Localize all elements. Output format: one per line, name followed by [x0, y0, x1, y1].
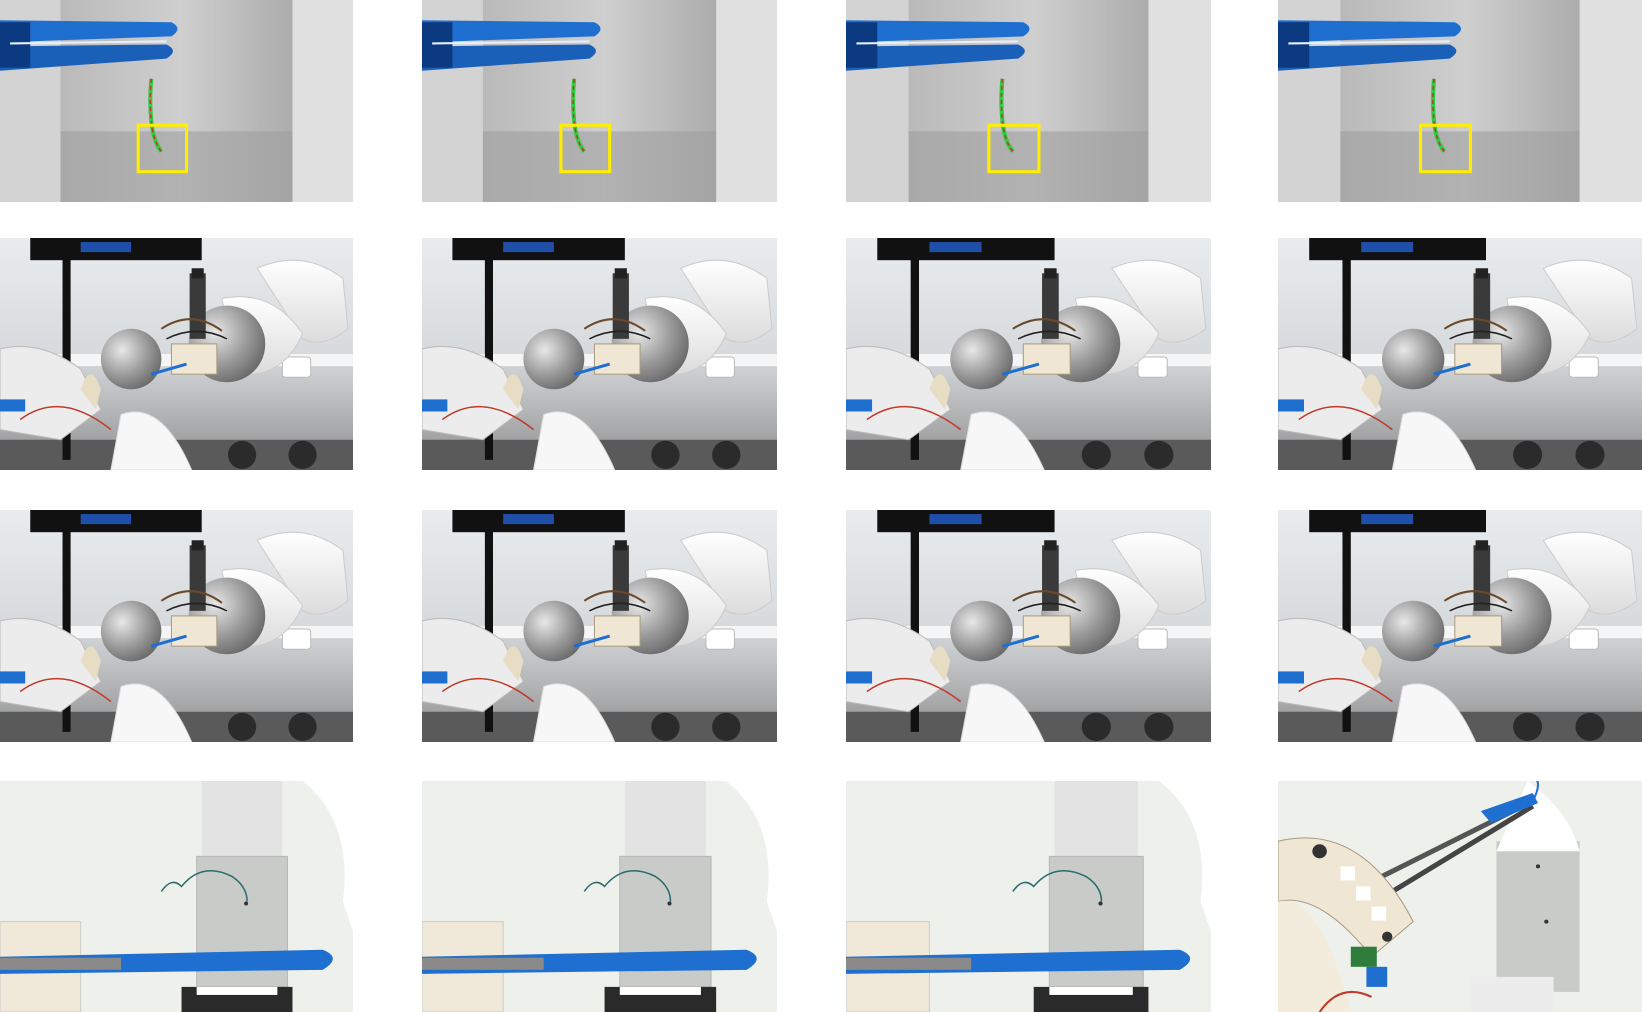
row4-frame4-topdown-tool: [1278, 781, 1642, 1012]
row3-frame1-robot: [0, 510, 353, 742]
row2-frame1-robot: [0, 238, 353, 470]
row3-frame2-robot: [422, 510, 777, 742]
row4-frame3-topdown: [846, 781, 1211, 1012]
row1-frame2-closeup: [422, 0, 777, 202]
row1-frame4-closeup: [1278, 0, 1642, 202]
row1-frame1-closeup: [0, 0, 353, 202]
row3-frame3-robot: [846, 510, 1211, 742]
row3-frame4-robot: [1278, 510, 1642, 742]
row4-frame2-topdown: [422, 781, 777, 1012]
row2-frame3-robot: [846, 238, 1211, 470]
row4-frame1-topdown: [0, 781, 353, 1012]
row1-frame3-closeup: [846, 0, 1211, 202]
row2-frame2-robot: [422, 238, 777, 470]
row2-frame4-robot: [1278, 238, 1642, 470]
